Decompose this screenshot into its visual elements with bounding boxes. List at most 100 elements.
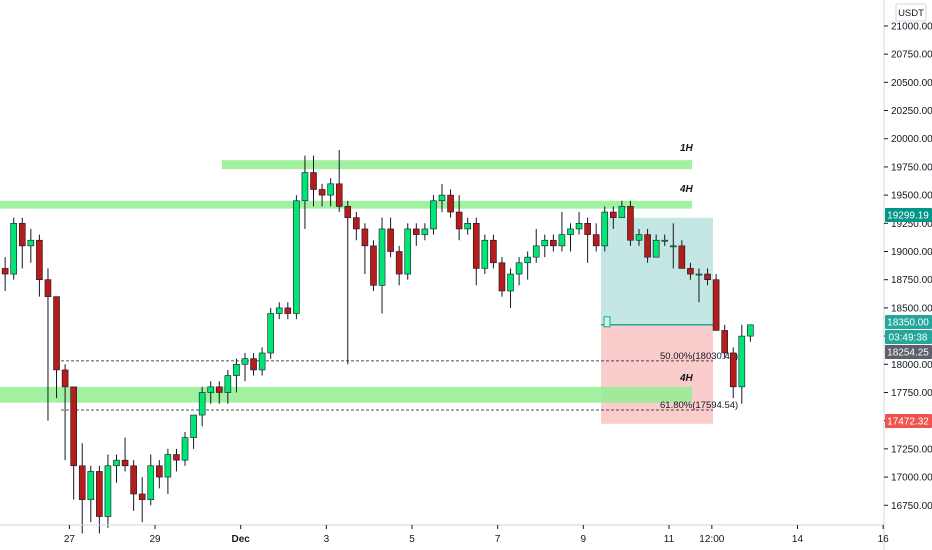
currency-unit-badge[interactable]: USDT bbox=[895, 3, 927, 22]
candle-up-body bbox=[507, 273, 514, 292]
candle bbox=[592, 223, 600, 252]
candle-up-body bbox=[181, 437, 189, 461]
time-tick-label: 5 bbox=[409, 534, 415, 545]
candle-up-body bbox=[233, 363, 240, 376]
candle-down-body bbox=[627, 206, 634, 241]
candle-down-body bbox=[284, 307, 292, 314]
candle-up-body bbox=[738, 335, 746, 388]
candle-up-body bbox=[198, 392, 206, 416]
candle-down-body bbox=[395, 251, 403, 275]
candle-down-body bbox=[447, 194, 454, 213]
candle bbox=[233, 358, 240, 393]
price-badge: 03:49:38 bbox=[885, 330, 932, 344]
candle-down-body bbox=[344, 206, 352, 218]
price-tick-label: 19500.00 bbox=[891, 191, 932, 202]
candle bbox=[695, 268, 703, 303]
candle bbox=[618, 200, 626, 218]
candle bbox=[318, 183, 326, 207]
candle bbox=[258, 347, 266, 376]
candle bbox=[387, 217, 394, 258]
candle bbox=[712, 274, 720, 331]
price-axis[interactable]: 21000.00 20750.00 20500.00 20250.00 20000.00… bbox=[883, 0, 932, 550]
zone-label: 1H bbox=[680, 143, 694, 154]
candle bbox=[404, 223, 412, 280]
candle-down-body bbox=[353, 217, 360, 230]
candle-down-body bbox=[498, 262, 506, 292]
candle-down-body bbox=[310, 172, 317, 190]
candle bbox=[490, 234, 497, 269]
candle bbox=[729, 347, 737, 399]
price-tick-label: 17000.00 bbox=[891, 473, 932, 484]
price-tick-label: 19250.00 bbox=[891, 219, 932, 230]
candle-down-body bbox=[70, 386, 77, 467]
candle bbox=[18, 217, 26, 269]
fib-label: 61.80%(17594.54) bbox=[660, 400, 738, 411]
candle bbox=[275, 302, 283, 320]
candle bbox=[215, 381, 223, 404]
candle-up-body bbox=[541, 239, 549, 247]
candle-layer bbox=[1, 150, 754, 534]
candle bbox=[575, 212, 583, 235]
candle bbox=[147, 454, 155, 506]
candle-down-body bbox=[472, 223, 480, 269]
candle bbox=[661, 234, 669, 246]
candle bbox=[173, 448, 180, 472]
target-zone bbox=[601, 217, 713, 325]
price-tick-label: 16750.00 bbox=[891, 501, 932, 512]
candle-down-body bbox=[704, 273, 711, 280]
candle bbox=[481, 234, 489, 275]
candle-down-body bbox=[370, 245, 377, 286]
zone-band bbox=[222, 160, 692, 170]
candle bbox=[344, 200, 352, 365]
candle-down-body bbox=[678, 245, 686, 269]
position-layer bbox=[601, 217, 713, 424]
zone-band bbox=[0, 386, 692, 403]
price-badge-label: 18350.00 bbox=[887, 318, 929, 329]
candle bbox=[27, 228, 35, 263]
candle-up-body bbox=[113, 459, 120, 467]
candle bbox=[721, 324, 728, 359]
candle-up-body bbox=[27, 239, 35, 247]
candle bbox=[747, 324, 754, 342]
candle-up-body bbox=[635, 234, 643, 241]
candle-down-body bbox=[138, 493, 146, 500]
price-badge: 18350.00 bbox=[885, 315, 932, 329]
candle-down-body bbox=[335, 183, 343, 207]
candle-up-body bbox=[524, 256, 531, 264]
candle bbox=[550, 234, 557, 252]
candle bbox=[87, 465, 95, 523]
candle-down-body bbox=[53, 296, 60, 371]
candle-down-body bbox=[592, 234, 600, 247]
candle bbox=[293, 195, 300, 320]
candle bbox=[438, 183, 446, 213]
time-tick-label: 9 bbox=[581, 534, 587, 545]
time-axis[interactable]: 27 29 Dec 3 5 7 9 11 12:00 14 16 bbox=[0, 524, 889, 545]
candle-down-body bbox=[721, 330, 728, 354]
candle-up-body bbox=[515, 262, 523, 275]
candle bbox=[738, 324, 746, 404]
candle-up-body bbox=[293, 200, 300, 314]
candle bbox=[96, 465, 103, 534]
candle-down-body bbox=[250, 358, 257, 371]
candle bbox=[627, 200, 634, 246]
candle bbox=[310, 155, 317, 207]
candle-down-body bbox=[156, 465, 163, 478]
candle bbox=[164, 448, 172, 494]
candle-up-body bbox=[275, 307, 283, 314]
candle bbox=[498, 257, 506, 297]
candle bbox=[267, 307, 274, 359]
price-badge: 19299.19 bbox=[885, 208, 932, 222]
candle bbox=[104, 454, 112, 528]
price-tick-label: 19750.00 bbox=[891, 162, 932, 173]
candle-up-body bbox=[532, 245, 540, 258]
time-tick-label: 14 bbox=[792, 534, 804, 545]
candle-up-body bbox=[10, 223, 18, 275]
candle-up-body bbox=[575, 223, 583, 230]
candle-down-body bbox=[215, 386, 223, 393]
candle bbox=[61, 364, 69, 461]
candle-down-body bbox=[387, 228, 394, 252]
candle-up-body bbox=[87, 471, 95, 500]
candle bbox=[541, 234, 549, 258]
candle-down-body bbox=[61, 369, 69, 388]
